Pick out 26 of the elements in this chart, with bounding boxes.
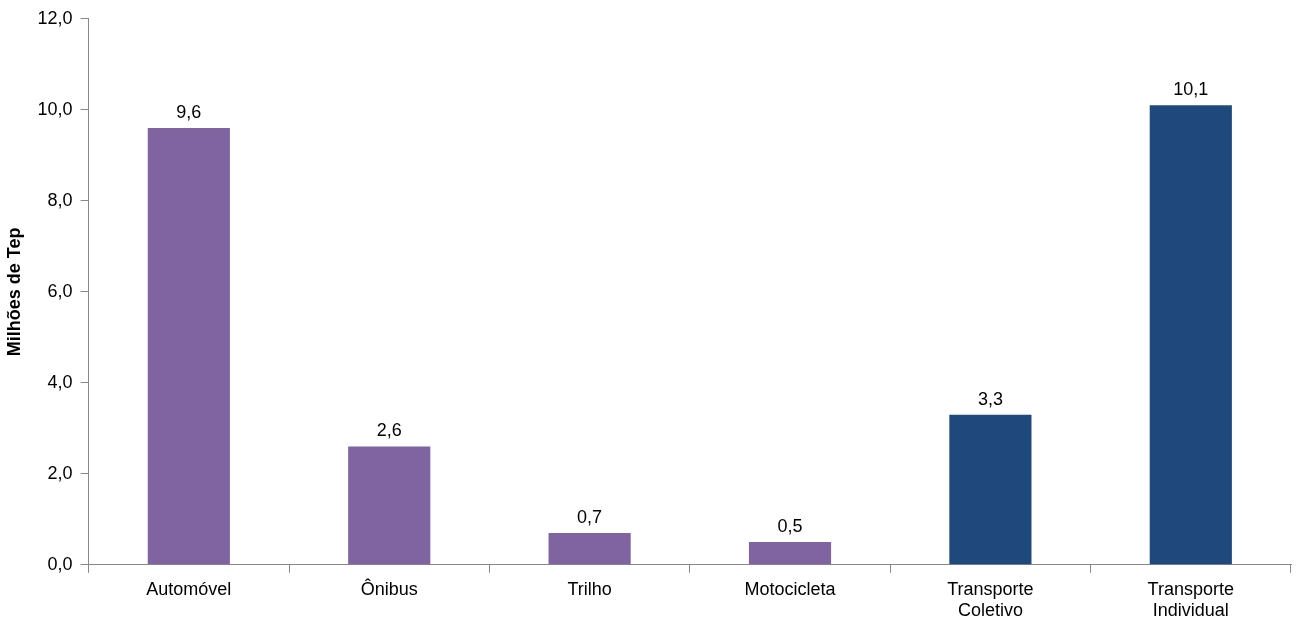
data-label: 0,7 [577,506,603,527]
data-label: 2,6 [376,420,402,441]
y-tick-label: 0,0 [47,553,73,574]
data-label: 3,3 [977,388,1003,409]
y-axis-title: Milhões de Tep [3,227,24,357]
bar [1149,105,1232,565]
y-tick-label: 8,0 [47,189,73,210]
x-tick-label: Automóvel [146,578,232,599]
data-label: 10,1 [1173,79,1209,100]
y-tick-label: 12,0 [37,7,73,28]
y-tick-label: 10,0 [37,98,73,119]
bar [147,128,230,565]
y-tick-label: 4,0 [47,371,73,392]
y-tick-label: 2,0 [47,462,73,483]
bar [348,446,431,565]
x-tick-label: Motocicleta [744,578,837,599]
bar [748,542,832,565]
x-tick-label: Ônibus [360,577,418,599]
y-tick-label: 6,0 [47,280,73,301]
data-label: 9,6 [176,101,202,122]
x-tick-label: Trilho [567,578,612,599]
data-label: 0,5 [777,516,803,537]
bar [548,532,631,565]
x-tick-label: Transporte Coletivo [947,578,1034,621]
bar [949,414,1032,565]
x-tick-label: Transporte Individual [1147,578,1234,621]
